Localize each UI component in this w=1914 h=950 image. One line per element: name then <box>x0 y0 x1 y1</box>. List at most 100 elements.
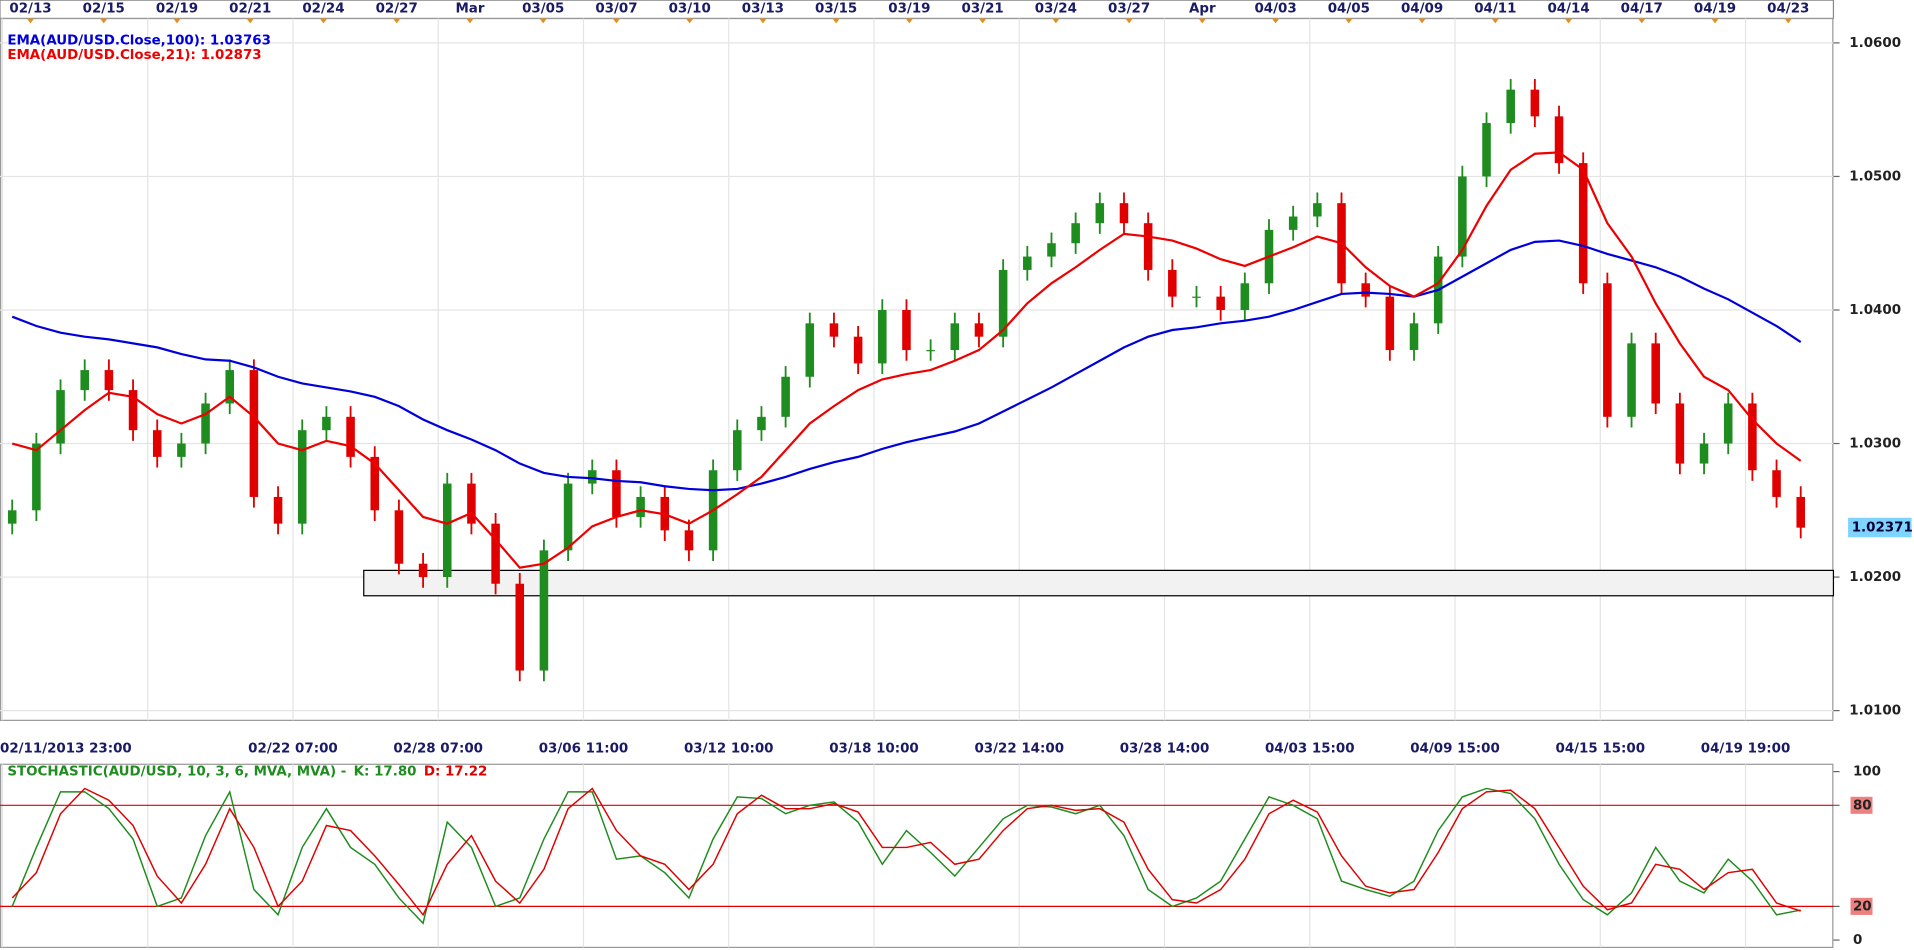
candle-body <box>297 430 307 524</box>
candle-body <box>636 496 645 517</box>
candle-body <box>322 416 331 431</box>
candle-body <box>1482 123 1491 177</box>
top-date-label: 03/21 <box>962 2 1004 17</box>
stoch-panel <box>0 763 1834 949</box>
candle-body <box>1192 296 1201 298</box>
top-marker <box>393 18 401 24</box>
ema-line <box>11 239 1802 492</box>
top-marker <box>1271 18 1280 24</box>
candle-body <box>370 456 380 511</box>
candle-body <box>1143 223 1153 270</box>
top-date-label: 04/11 <box>1474 2 1516 17</box>
top-date-label: Mar <box>455 2 484 17</box>
top-date-label: 04/03 <box>1254 2 1296 17</box>
candle-body <box>998 269 1008 337</box>
candle-body <box>491 523 500 584</box>
candle-body <box>32 443 41 511</box>
support-zone <box>363 569 1835 597</box>
candle-body <box>346 416 355 457</box>
candle-body <box>733 430 742 471</box>
candle-body <box>467 483 476 524</box>
candle-body <box>1288 216 1298 230</box>
candle-body <box>563 483 573 551</box>
top-date-label: 03/15 <box>815 2 857 17</box>
x-tick-label: 03/12 10:00 <box>684 741 774 756</box>
candle-body <box>1699 443 1709 464</box>
candle-body <box>805 323 815 377</box>
candle-body <box>684 530 694 551</box>
candle-body <box>1627 343 1636 417</box>
candle-body <box>781 376 790 417</box>
top-marker <box>26 18 35 24</box>
top-marker <box>1125 18 1133 24</box>
top-marker <box>466 18 474 24</box>
price-panel <box>0 17 1834 721</box>
candle-body <box>225 370 235 404</box>
top-marker <box>246 18 254 24</box>
top-marker <box>319 18 328 24</box>
top-marker <box>905 18 914 24</box>
candle-body <box>1796 496 1805 528</box>
candle-body <box>1506 89 1515 124</box>
x-tick-label: 03/22 14:00 <box>974 741 1064 756</box>
candle-body <box>249 370 259 497</box>
x-tick-label: 02/11/2013 23:00 <box>0 741 132 756</box>
top-date-label: 03/27 <box>1108 2 1150 17</box>
candle-body <box>394 510 404 564</box>
top-date-label: 03/07 <box>595 2 637 17</box>
candle-body <box>201 403 210 444</box>
top-marker <box>1345 18 1353 24</box>
y-tick-label: 1.0400 <box>1849 303 1901 318</box>
candle-body <box>1458 176 1467 257</box>
candle-body <box>442 483 452 578</box>
top-date-label: 02/24 <box>302 2 344 17</box>
top-date-label: 03/13 <box>742 2 784 17</box>
candle-body <box>1361 283 1370 297</box>
candle-body <box>757 416 766 431</box>
stoch-line <box>11 787 1801 917</box>
y-tick-label: 1.0300 <box>1849 437 1901 452</box>
top-date-label: 02/19 <box>156 2 198 17</box>
x-tick-label: 02/22 07:00 <box>248 741 338 756</box>
level-tag <box>1850 796 1873 814</box>
candle-body <box>1119 203 1129 224</box>
x-tick-label: 04/03 15:00 <box>1265 741 1355 756</box>
stoch-legend: D: 17.22 <box>424 765 488 780</box>
legend-entry: EMA(AUD/USD.Close,100): 1.03763 <box>7 33 271 48</box>
top-date-label: 04/17 <box>1621 2 1663 17</box>
candle-body <box>974 323 984 337</box>
candle-body <box>1748 403 1757 471</box>
top-date-label: 02/21 <box>229 2 271 17</box>
y-tick-label: 1.0600 <box>1849 36 1901 51</box>
y-tick-label: 0 <box>1853 933 1862 948</box>
top-marker <box>1638 18 1646 24</box>
top-marker <box>539 18 547 24</box>
candle-body <box>7 510 17 524</box>
top-marker <box>1198 18 1207 24</box>
stoch-legend: STOCHASTIC(AUD/USD, 10, 3, 6, MVA, MVA) … <box>7 765 346 780</box>
top-date-label: 02/15 <box>83 2 125 17</box>
candle-body <box>1071 223 1080 244</box>
x-tick-label: 04/15 15:00 <box>1556 741 1646 756</box>
level-tag <box>1850 897 1873 915</box>
candle-body <box>1095 203 1105 224</box>
candle-body <box>128 390 138 431</box>
top-marker <box>1784 18 1792 24</box>
top-date-label: 03/10 <box>669 2 711 17</box>
x-tick-label: 03/28 14:00 <box>1120 741 1210 756</box>
top-date-label: 04/14 <box>1547 2 1589 17</box>
top-marker <box>978 18 987 24</box>
candle-body <box>1385 296 1395 351</box>
candle-body <box>587 470 597 484</box>
top-date-label: 04/05 <box>1328 2 1370 17</box>
candle-body <box>1723 403 1733 444</box>
candle-body <box>418 563 428 578</box>
candle-body <box>1023 256 1032 270</box>
y-tick-label: 80 <box>1853 798 1872 813</box>
candle-body <box>104 370 114 391</box>
x-tick-label: 03/06 11:00 <box>539 741 629 756</box>
candle-body <box>1530 89 1540 117</box>
top-marker <box>100 18 108 24</box>
candle-body <box>1675 403 1685 464</box>
